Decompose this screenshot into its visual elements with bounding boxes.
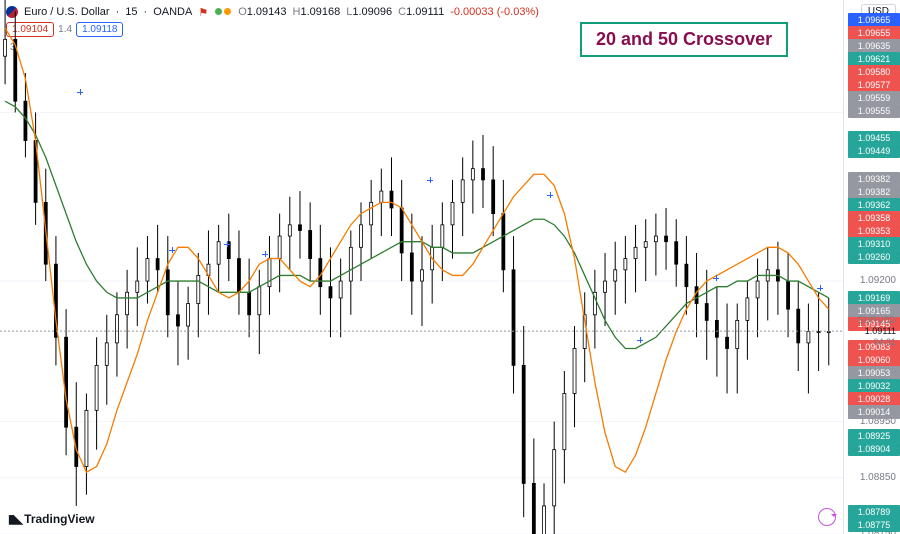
price-tag[interactable]: 1.09559 xyxy=(848,91,900,105)
price-tag[interactable]: 1.09555 xyxy=(848,104,900,118)
price-tick: 1.09200 xyxy=(860,275,896,286)
tradingview-logo[interactable]: ▮◣ TradingView xyxy=(8,512,95,526)
price-tag[interactable]: 1.09028 xyxy=(848,392,900,406)
price-tick: 1.08850 xyxy=(860,472,896,483)
price-tag[interactable]: 1.09665 xyxy=(848,13,900,27)
price-tag[interactable]: 1.09053 xyxy=(848,366,900,380)
price-tag[interactable]: 1.09382 xyxy=(848,172,900,186)
chart-canvas[interactable] xyxy=(0,0,844,534)
price-tag[interactable]: 1.09621 xyxy=(848,52,900,66)
price-tag[interactable]: 1.09382 xyxy=(848,185,900,199)
price-tag[interactable]: 1.09014 xyxy=(848,405,900,419)
price-tag[interactable]: 1.08789 xyxy=(848,505,900,519)
price-tag[interactable]: 1.09449 xyxy=(848,144,900,158)
price-tag[interactable]: 1.09362 xyxy=(848,198,900,212)
price-tag[interactable]: 1.09353 xyxy=(848,224,900,238)
price-tag[interactable]: 1.09577 xyxy=(848,78,900,92)
current-value: 1.09111 xyxy=(858,326,896,337)
replay-icon[interactable] xyxy=(818,508,836,526)
price-tag[interactable]: 1.09310 xyxy=(848,237,900,251)
current-price-label: EURUSD1.0911104:31 xyxy=(858,315,896,348)
price-tag[interactable]: 1.09635 xyxy=(848,39,900,53)
price-tag[interactable]: 1.08775 xyxy=(848,518,900,532)
price-tag[interactable]: 1.08925 xyxy=(848,429,900,443)
current-time: 04:31 xyxy=(858,337,896,348)
price-tag[interactable]: 1.09358 xyxy=(848,211,900,225)
price-tag[interactable]: 1.09655 xyxy=(848,26,900,40)
price-tag[interactable]: 1.09032 xyxy=(848,379,900,393)
price-tag[interactable]: 1.09169 xyxy=(848,291,900,305)
price-tag[interactable]: 1.09455 xyxy=(848,131,900,145)
price-tag[interactable]: 1.09060 xyxy=(848,353,900,367)
price-tag[interactable]: 1.09260 xyxy=(848,250,900,264)
price-axis[interactable]: USD 1.095001.092001.089501.088501.087501… xyxy=(843,0,900,534)
price-tag[interactable]: 1.09580 xyxy=(848,65,900,79)
current-symbol: EURUSD xyxy=(858,315,896,326)
price-tag[interactable]: 1.08904 xyxy=(848,442,900,456)
